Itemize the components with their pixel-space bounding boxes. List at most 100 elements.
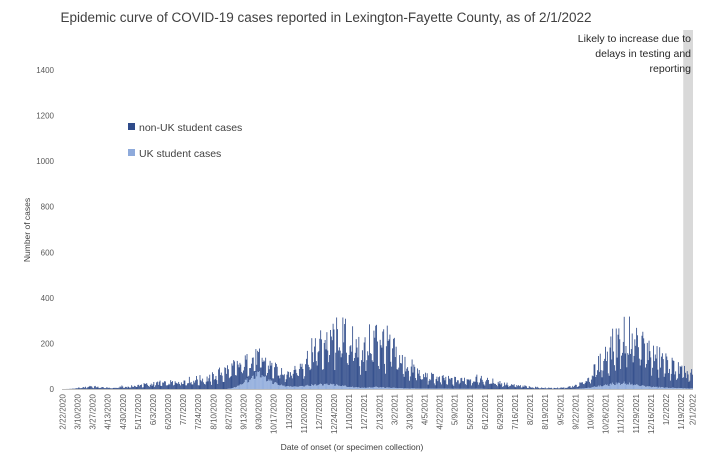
bar-uk [362,387,364,389]
bar-non-uk [450,377,452,389]
bar-non-uk [349,346,351,387]
bar-uk [641,385,643,389]
bar-non-uk [598,371,600,387]
y-tick-label-5: 1000 [36,157,54,166]
bar-non-uk [410,366,412,389]
bar-non-uk [557,387,559,389]
bar-non-uk [570,387,572,389]
bar-non-uk [535,386,536,389]
bar-non-uk [426,373,428,389]
bar-non-uk [82,387,84,389]
bar-non-uk [393,337,395,388]
bar-non-uk [220,372,222,389]
bar-non-uk [558,388,559,389]
bar-uk [274,382,275,389]
bar-uk [385,387,387,389]
bar-uk [264,376,266,389]
bar-non-uk [309,370,311,387]
bar-non-uk [181,384,183,389]
bar-non-uk [306,358,307,386]
bar-non-uk [345,318,346,386]
bar-uk [691,388,693,389]
bar-non-uk [663,376,665,388]
bar-non-uk [613,351,614,385]
bar-non-uk [432,373,433,389]
bar-uk [642,385,644,389]
bar-non-uk [372,361,374,388]
bar-non-uk [218,369,220,389]
bar-uk [592,387,594,389]
bar-non-uk [84,387,86,389]
bar-non-uk [348,354,350,388]
bar-non-uk [396,369,398,389]
bar-uk [393,387,394,389]
bar-non-uk [414,366,416,389]
bar-non-uk [353,360,354,388]
x-tick-label-4: 4/30/2020 [119,393,128,429]
bar-non-uk [337,329,338,385]
bar-uk [302,386,304,389]
bar-non-uk [434,385,436,389]
bar-non-uk [178,381,180,389]
bar-uk [609,384,611,389]
bar-non-uk [85,388,87,389]
x-tick-label-33: 9/5/2021 [556,393,565,425]
bar-non-uk [223,381,225,389]
bar-uk [396,388,398,389]
bar-non-uk [588,377,590,388]
bar-non-uk [163,382,165,389]
bar-non-uk [136,386,138,389]
bar-non-uk [156,382,157,389]
bar-non-uk [253,371,255,380]
x-tick-label-18: 12/24/2020 [330,393,339,434]
bar-non-uk [647,360,649,387]
bar-non-uk [93,388,94,389]
bar-uk [317,384,319,389]
bar-non-uk [692,374,693,389]
bar-non-uk [265,357,267,377]
bar-non-uk [206,376,208,389]
bar-non-uk [236,360,238,386]
bar-non-uk [463,381,464,389]
bar-uk [255,372,257,389]
bar-non-uk [401,363,402,389]
bar-non-uk [403,376,405,389]
bar-non-uk [638,358,640,386]
bar-non-uk [288,371,290,387]
bar-uk [356,387,358,389]
bar-uk [677,388,678,389]
bar-non-uk [429,378,431,389]
bar-uk [389,387,391,389]
bar-non-uk [629,353,631,385]
bar-non-uk [339,350,341,386]
bar-uk [360,388,362,389]
y-tick-label-3: 600 [41,248,55,257]
bar-uk [598,385,599,389]
bar-non-uk [582,384,584,389]
bar-non-uk [653,361,655,388]
x-tick-label-34: 9/22/2021 [571,393,580,429]
bar-non-uk [172,385,174,389]
bar-uk [292,386,294,389]
bar-non-uk [633,355,635,386]
bar-non-uk [322,369,323,386]
bar-non-uk [528,386,530,389]
bar-non-uk [196,375,197,389]
bar-non-uk [519,385,521,389]
bar-non-uk [249,368,251,380]
bar-uk [375,386,377,389]
y-tick-label-7: 1400 [36,66,54,75]
bar-uk [293,386,295,389]
bar-non-uk [267,365,269,380]
bar-uk [257,371,259,389]
bar-non-uk [671,357,673,388]
bar-non-uk [479,382,480,389]
bar-non-uk [615,328,617,383]
bar-non-uk [461,377,463,389]
bar-non-uk [187,383,188,389]
bar-non-uk [408,370,409,389]
bar-non-uk [243,370,244,384]
x-tick-label-27: 5/26/2021 [466,393,475,429]
bar-uk [678,388,680,389]
bar-non-uk [419,375,421,389]
